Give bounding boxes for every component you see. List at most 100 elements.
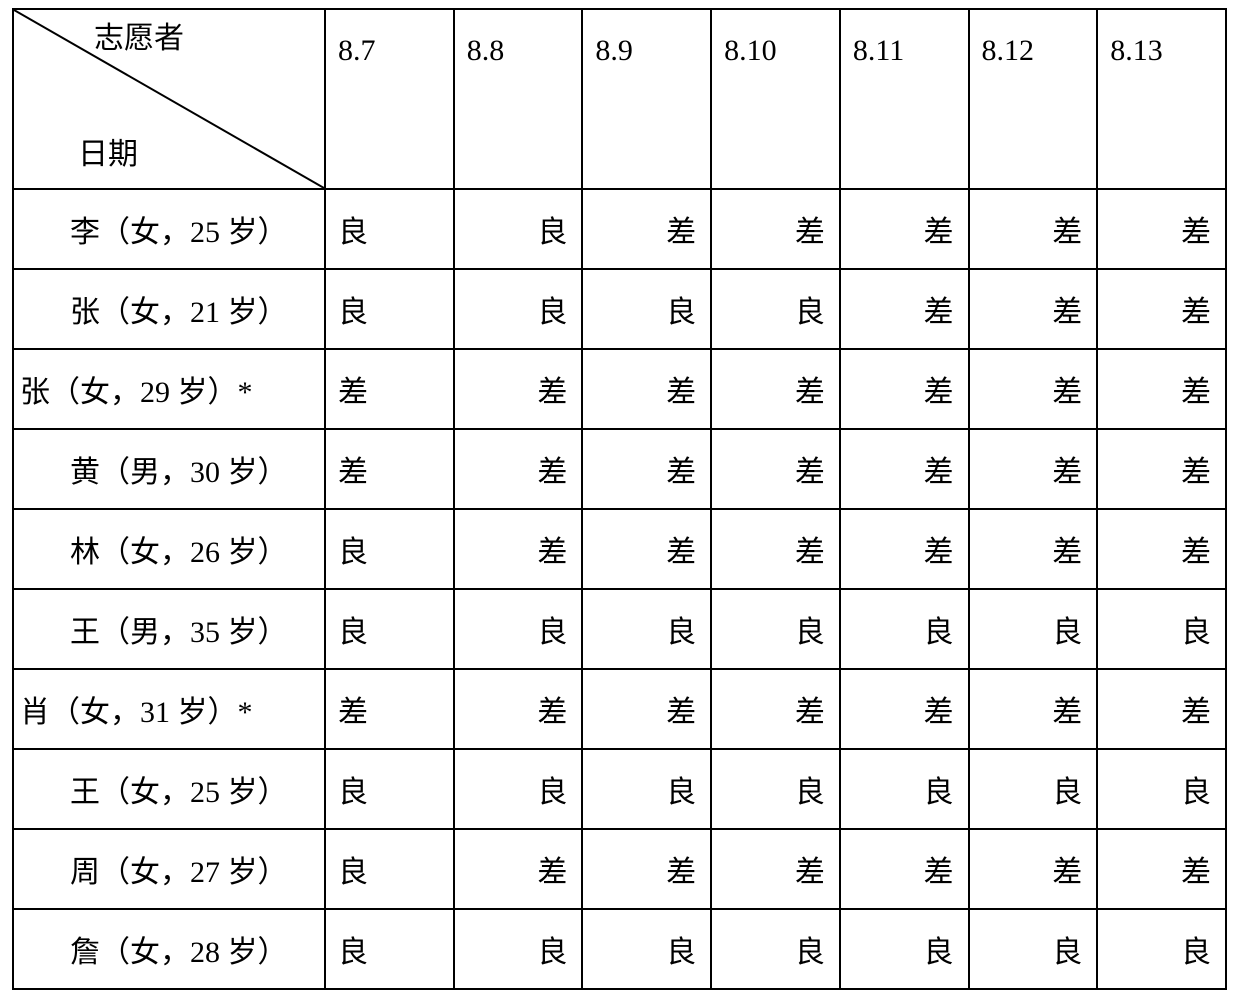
cell-value: 良 — [1097, 589, 1226, 669]
cell-value: 良 — [711, 269, 840, 349]
table-row: 李（女，25 岁） 良 良 差 差 差 差 差 — [13, 189, 1226, 269]
volunteer-name: 王（男，35 岁） — [13, 589, 325, 669]
table-row: 周（女，27 岁） 良 差 差 差 差 差 差 — [13, 829, 1226, 909]
cell-value: 差 — [325, 669, 454, 749]
cell-value: 良 — [454, 269, 583, 349]
table-row: 詹（女，28 岁） 良 良 良 良 良 良 良 — [13, 909, 1226, 989]
cell-value: 良 — [840, 749, 969, 829]
cell-value: 差 — [454, 669, 583, 749]
date-header-6: 8.13 — [1097, 9, 1226, 189]
cell-value: 差 — [969, 189, 1098, 269]
volunteer-name: 黄（男，30 岁） — [13, 429, 325, 509]
table-row: 黄（男，30 岁） 差 差 差 差 差 差 差 — [13, 429, 1226, 509]
cell-value: 差 — [969, 669, 1098, 749]
cell-value: 良 — [325, 829, 454, 909]
cell-value: 差 — [1097, 509, 1226, 589]
cell-value: 差 — [582, 829, 711, 909]
date-header-text: 8.7 — [338, 10, 441, 68]
cell-value: 差 — [454, 349, 583, 429]
cell-value: 差 — [840, 429, 969, 509]
cell-value: 差 — [711, 509, 840, 589]
cell-value: 差 — [582, 509, 711, 589]
cell-value: 差 — [840, 269, 969, 349]
date-header-text: 8.10 — [724, 10, 827, 68]
date-header-text: 8.9 — [595, 10, 698, 68]
volunteer-date-table: 志愿者 日期 8.7 8.8 8.9 8.10 8.11 8.12 8.13 李… — [12, 8, 1227, 990]
cell-value: 良 — [325, 509, 454, 589]
cell-value: 良 — [325, 909, 454, 989]
cell-value: 差 — [969, 349, 1098, 429]
table-row: 张（女，29 岁）* 差 差 差 差 差 差 差 — [13, 349, 1226, 429]
cell-value: 差 — [840, 829, 969, 909]
cell-value: 差 — [1097, 349, 1226, 429]
cell-value: 良 — [711, 749, 840, 829]
volunteer-name: 王（女，25 岁） — [13, 749, 325, 829]
date-header-2: 8.9 — [582, 9, 711, 189]
volunteer-name: 肖（女，31 岁）* — [13, 669, 325, 749]
table-row: 肖（女，31 岁）* 差 差 差 差 差 差 差 — [13, 669, 1226, 749]
cell-value: 良 — [840, 909, 969, 989]
cell-value: 良 — [969, 749, 1098, 829]
date-header-text: 8.11 — [853, 10, 956, 68]
cell-value: 良 — [969, 909, 1098, 989]
date-header-text: 8.12 — [982, 10, 1085, 68]
table-row: 张（女，21 岁） 良 良 良 良 差 差 差 — [13, 269, 1226, 349]
cell-value: 差 — [840, 189, 969, 269]
date-header-text: 8.8 — [467, 10, 570, 68]
cell-value: 良 — [711, 909, 840, 989]
cell-value: 良 — [969, 589, 1098, 669]
cell-value: 差 — [840, 669, 969, 749]
cell-value: 良 — [1097, 909, 1226, 989]
date-header-0: 8.7 — [325, 9, 454, 189]
date-header-4: 8.11 — [840, 9, 969, 189]
table-container: 志愿者 日期 8.7 8.8 8.9 8.10 8.11 8.12 8.13 李… — [0, 0, 1239, 998]
cell-value: 差 — [582, 429, 711, 509]
cell-value: 差 — [1097, 189, 1226, 269]
table-row: 林（女，26 岁） 良 差 差 差 差 差 差 — [13, 509, 1226, 589]
cell-value: 差 — [454, 429, 583, 509]
cell-value: 差 — [325, 429, 454, 509]
cell-value: 良 — [454, 909, 583, 989]
cell-value: 差 — [454, 829, 583, 909]
cell-value: 差 — [325, 349, 454, 429]
cell-value: 差 — [969, 429, 1098, 509]
cell-value: 良 — [840, 589, 969, 669]
cell-value: 差 — [840, 509, 969, 589]
table-row: 王（男，35 岁） 良 良 良 良 良 良 良 — [13, 589, 1226, 669]
volunteer-name: 周（女，27 岁） — [13, 829, 325, 909]
date-header-3: 8.10 — [711, 9, 840, 189]
cell-value: 差 — [711, 429, 840, 509]
header-diagonal-cell: 志愿者 日期 — [13, 9, 325, 189]
cell-value: 良 — [582, 589, 711, 669]
date-header-5: 8.12 — [969, 9, 1098, 189]
header-volunteer-label: 志愿者 — [94, 24, 184, 54]
cell-value: 良 — [711, 589, 840, 669]
cell-value: 差 — [582, 669, 711, 749]
cell-value: 差 — [969, 509, 1098, 589]
cell-value: 差 — [711, 829, 840, 909]
date-header-text: 8.13 — [1110, 10, 1213, 68]
volunteer-name: 李（女，25 岁） — [13, 189, 325, 269]
cell-value: 差 — [1097, 829, 1226, 909]
cell-value: 差 — [582, 349, 711, 429]
cell-value: 良 — [454, 589, 583, 669]
cell-value: 差 — [1097, 429, 1226, 509]
volunteer-name: 张（女，29 岁）* — [13, 349, 325, 429]
header-date-label: 日期 — [78, 140, 138, 170]
cell-value: 良 — [582, 909, 711, 989]
cell-value: 良 — [454, 749, 583, 829]
volunteer-name: 林（女，26 岁） — [13, 509, 325, 589]
table-row: 王（女，25 岁） 良 良 良 良 良 良 良 — [13, 749, 1226, 829]
cell-value: 差 — [1097, 669, 1226, 749]
volunteer-name: 詹（女，28 岁） — [13, 909, 325, 989]
date-header-1: 8.8 — [454, 9, 583, 189]
cell-value: 良 — [582, 269, 711, 349]
cell-value: 差 — [582, 189, 711, 269]
table-header-row: 志愿者 日期 8.7 8.8 8.9 8.10 8.11 8.12 8.13 — [13, 9, 1226, 189]
cell-value: 良 — [325, 749, 454, 829]
cell-value: 差 — [711, 349, 840, 429]
cell-value: 差 — [969, 829, 1098, 909]
cell-value: 良 — [325, 269, 454, 349]
cell-value: 差 — [711, 669, 840, 749]
cell-value: 差 — [840, 349, 969, 429]
